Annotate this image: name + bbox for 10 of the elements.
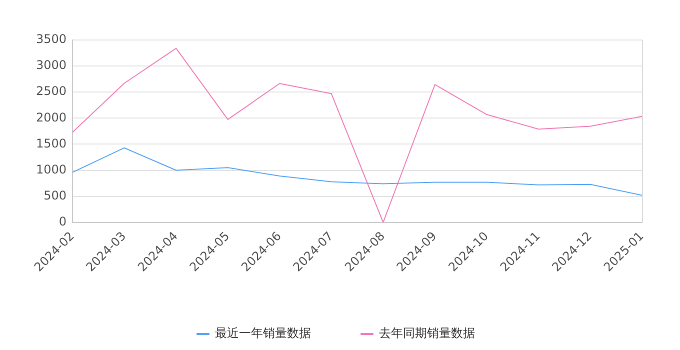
y-tick-label: 2500 — [36, 84, 67, 98]
y-tick-label: 2000 — [36, 110, 67, 124]
legend-label: 去年同期销量数据 — [379, 326, 475, 340]
y-tick-label: 1000 — [36, 162, 67, 176]
legend-label: 最近一年销量数据 — [215, 326, 311, 340]
y-tick-label: 0 — [58, 214, 67, 228]
y-tick-label: 3500 — [36, 32, 67, 46]
y-tick-label: 3000 — [36, 58, 67, 72]
y-tick-label: 1500 — [36, 136, 67, 150]
y-tick-label: 500 — [44, 188, 67, 202]
